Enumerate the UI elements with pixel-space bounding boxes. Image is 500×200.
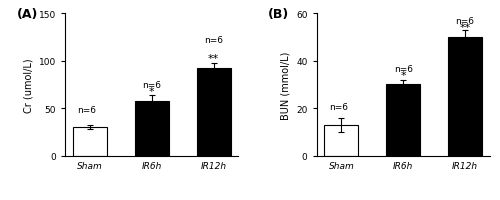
Text: n=6: n=6 xyxy=(456,17,474,26)
Bar xyxy=(448,38,482,156)
Text: n=6: n=6 xyxy=(394,64,413,73)
Text: **: ** xyxy=(208,53,219,63)
Bar xyxy=(324,125,358,156)
Text: (A): (A) xyxy=(16,8,38,21)
Bar xyxy=(73,128,107,156)
Text: *: * xyxy=(400,70,406,80)
Text: **: ** xyxy=(460,23,470,33)
Bar xyxy=(196,69,230,156)
Text: (B): (B) xyxy=(268,8,289,21)
Text: n=6: n=6 xyxy=(204,35,223,44)
Y-axis label: Cr (umol/L): Cr (umol/L) xyxy=(23,58,33,112)
Bar xyxy=(386,85,420,156)
Text: *: * xyxy=(149,86,154,96)
Text: n=6: n=6 xyxy=(78,105,96,114)
Bar xyxy=(134,101,168,156)
Text: n=6: n=6 xyxy=(329,102,348,111)
Text: n=6: n=6 xyxy=(142,81,161,90)
Y-axis label: BUN (mmol/L): BUN (mmol/L) xyxy=(280,51,290,119)
